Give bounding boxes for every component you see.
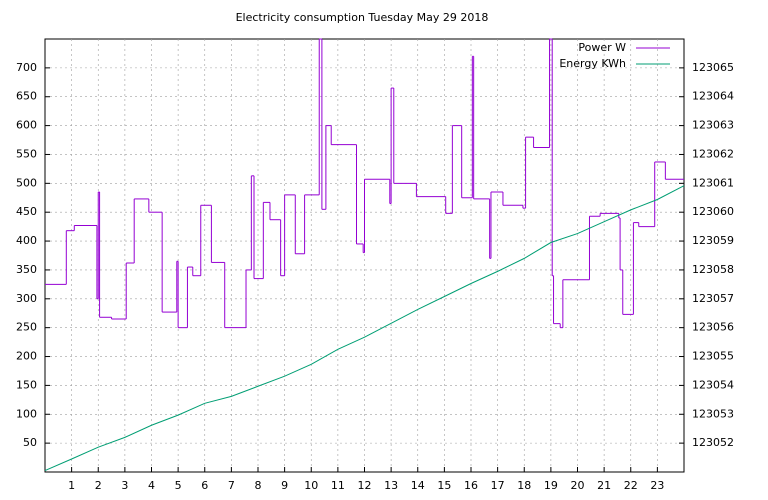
x-tick-label: 23 (650, 479, 664, 492)
y-tick-label: 450 (16, 205, 37, 218)
y-tick-label: 350 (16, 263, 37, 276)
x-tick-label: 9 (281, 479, 288, 492)
y-tick-label: 100 (16, 407, 37, 420)
x-tick-label: 11 (331, 479, 345, 492)
x-tick-label: 20 (571, 479, 585, 492)
x-tick-label: 22 (624, 479, 638, 492)
x-tick-label: 3 (121, 479, 128, 492)
y2-tick-label: 123057 (692, 292, 734, 305)
legend-label: Power W (578, 41, 626, 54)
x-tick-label: 4 (148, 479, 155, 492)
chart-title: Electricity consumption Tuesday May 29 2… (236, 11, 489, 24)
y2-tick-label: 123064 (692, 90, 734, 103)
y2-tick-label: 123056 (692, 321, 734, 334)
x-tick-label: 14 (411, 479, 425, 492)
x-tick-label: 7 (228, 479, 235, 492)
x-tick-label: 1 (68, 479, 75, 492)
y2-tick-label: 123060 (692, 205, 734, 218)
y-tick-label: 650 (16, 90, 37, 103)
x-tick-label: 2 (95, 479, 102, 492)
energy-line (44, 185, 685, 472)
y-tick-label: 400 (16, 234, 37, 247)
y-tick-label: 150 (16, 378, 37, 391)
y2-tick-label: 123055 (692, 350, 734, 363)
x-tick-label: 12 (358, 479, 372, 492)
x-tick-label: 18 (517, 479, 531, 492)
x-tick-label: 16 (464, 479, 478, 492)
y2-tick-label: 123065 (692, 61, 734, 74)
x-tick-label: 15 (437, 479, 451, 492)
y2-tick-label: 123059 (692, 234, 734, 247)
y-tick-label: 700 (16, 61, 37, 74)
y-tick-label: 300 (16, 292, 37, 305)
y2-tick-label: 123062 (692, 147, 734, 160)
y2-tick-label: 123052 (692, 436, 734, 449)
y-tick-label: 500 (16, 176, 37, 189)
y-tick-label: 600 (16, 119, 37, 132)
y2-tick-label: 123053 (692, 407, 734, 420)
y-tick-label: 550 (16, 147, 37, 160)
x-tick-label: 10 (304, 479, 318, 492)
y-tick-label: 50 (23, 436, 37, 449)
x-tick-label: 13 (384, 479, 398, 492)
y2-tick-label: 123058 (692, 263, 734, 276)
y2-tick-label: 123054 (692, 378, 734, 391)
x-tick-label: 19 (544, 479, 558, 492)
legend-label: Energy KWh (559, 57, 626, 70)
x-tick-label: 17 (491, 479, 505, 492)
y2-tick-label: 123061 (692, 176, 734, 189)
y-tick-label: 250 (16, 321, 37, 334)
x-tick-label: 21 (597, 479, 611, 492)
y2-tick-label: 123063 (692, 119, 734, 132)
x-tick-label: 8 (255, 479, 262, 492)
x-tick-label: 5 (175, 479, 182, 492)
y-tick-label: 200 (16, 350, 37, 363)
x-tick-label: 6 (201, 479, 208, 492)
